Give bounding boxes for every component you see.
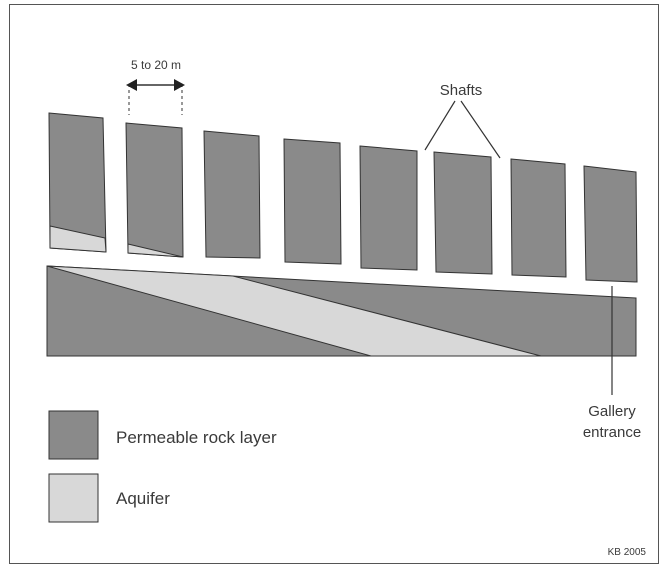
spacing-label: 5 to 20 m [131,58,181,72]
legend-swatch-aquifer [48,473,99,523]
shafts-callout: Shafts [424,82,501,159]
shaft-2-aquifer [127,243,184,258]
shaft-1-aquifer [49,225,107,253]
shaft-2 [125,122,184,258]
gallery-label-line1: Gallery [588,403,636,420]
legend: Permeable rock layer Aquifer [48,410,277,523]
shaft-4 [283,138,342,265]
bottom-aquifer [46,265,542,357]
credit-label: KB 2005 [608,547,647,558]
shaft-5 [359,145,418,271]
shaft-6 [433,151,493,275]
rock-layer-group [46,265,637,357]
legend-label-aquifer: Aquifer [116,489,170,508]
shafts-group [48,112,638,283]
shaft-8 [583,165,638,283]
shafts-label: Shafts [440,82,483,99]
shaft-7 [510,158,567,278]
gallery-label-line2: entrance [583,424,641,441]
legend-swatch-rock [48,410,99,460]
gallery-callout: Gallery entrance [583,286,641,441]
shaft-3 [203,130,261,259]
legend-label-rock: Permeable rock layer [116,428,277,447]
spacing-dimension: 5 to 20 m [126,58,185,115]
